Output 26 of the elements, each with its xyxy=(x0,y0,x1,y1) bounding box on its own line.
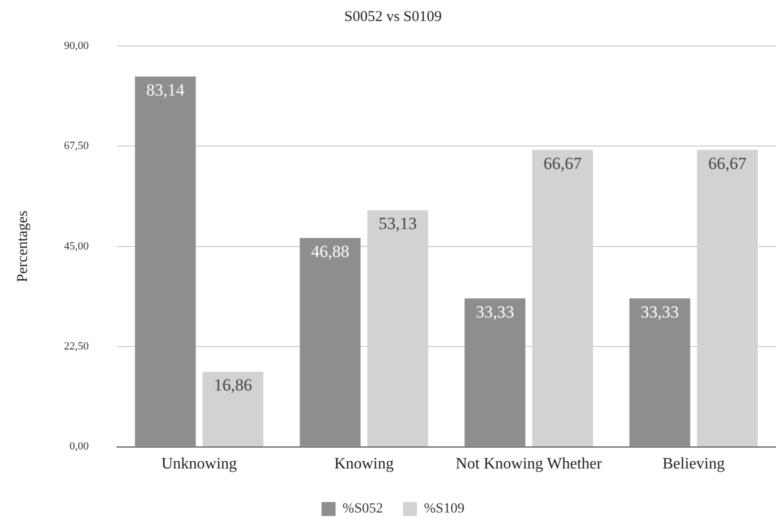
bar xyxy=(464,298,526,446)
data-label: 16,86 xyxy=(214,376,252,395)
x-tick-label: Unknowing xyxy=(161,456,237,473)
y-tick-label: 67,50 xyxy=(64,140,90,152)
x-tick-label: Knowing xyxy=(334,456,394,473)
bar xyxy=(300,238,361,446)
y-axis-title: Percentages xyxy=(14,210,31,282)
data-label: 66,67 xyxy=(543,154,582,173)
y-tick-label: 0,00 xyxy=(70,440,90,453)
data-label: 66,67 xyxy=(708,154,748,173)
data-label: 53,13 xyxy=(378,214,417,234)
data-label: 46,88 xyxy=(311,242,350,261)
bar xyxy=(629,298,690,446)
x-tick-label: Believing xyxy=(662,456,725,473)
x-tick-label: Not Knowing Whether xyxy=(456,456,603,473)
bar xyxy=(202,372,264,446)
chart-title: S0052 vs S0109 xyxy=(344,8,442,25)
data-label: 83,14 xyxy=(146,80,185,100)
data-label: 33,33 xyxy=(640,302,679,322)
y-tick-label: 22,50 xyxy=(64,340,90,352)
legend-label: %S052 xyxy=(342,502,384,517)
y-tick-label: 90,00 xyxy=(64,40,90,52)
legend-label: %S109 xyxy=(424,502,464,517)
bar xyxy=(134,76,196,446)
y-tick-label: 45,00 xyxy=(64,240,90,252)
data-label: 33,33 xyxy=(476,302,514,322)
